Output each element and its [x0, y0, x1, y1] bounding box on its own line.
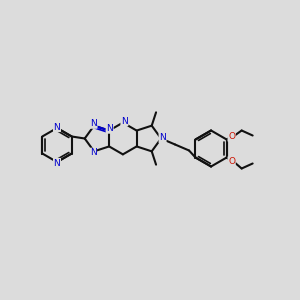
Text: N: N — [90, 119, 97, 128]
Text: N: N — [54, 122, 60, 131]
Text: N: N — [90, 148, 96, 157]
Text: N: N — [121, 117, 128, 126]
Text: O: O — [228, 132, 235, 141]
Text: N: N — [106, 124, 113, 133]
Text: N: N — [54, 158, 60, 167]
Text: O: O — [228, 157, 235, 166]
Text: N: N — [159, 134, 166, 142]
